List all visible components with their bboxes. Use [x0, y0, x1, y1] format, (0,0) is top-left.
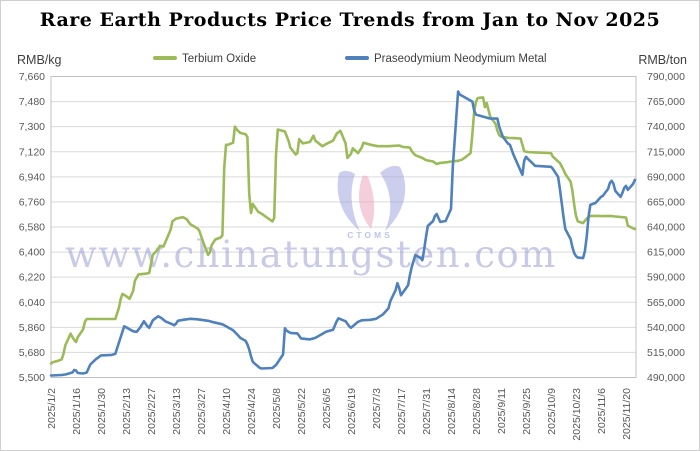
prnd-metal-line-swatch	[345, 56, 369, 60]
legend-label-prnd-metal: Praseodymium Neodymium Metal	[374, 53, 547, 65]
svg-text:2025/10/9: 2025/10/9	[546, 388, 558, 435]
svg-text:2025/2/13: 2025/2/13	[121, 388, 133, 435]
svg-text:715,000: 715,000	[647, 146, 685, 158]
svg-text:2025/7/31: 2025/7/31	[421, 388, 433, 435]
series-lines	[49, 90, 637, 377]
svg-text:6,040: 6,040	[19, 297, 45, 309]
svg-text:2025/3/27: 2025/3/27	[196, 388, 208, 435]
svg-text:2025/5/22: 2025/5/22	[296, 388, 308, 435]
svg-text:490,000: 490,000	[647, 372, 685, 384]
watermark-text: www.chinatungsten.com	[65, 233, 557, 276]
logo-right-swoosh	[380, 165, 406, 231]
terbium-oxide-line-swatch	[153, 56, 177, 60]
svg-text:740,000: 740,000	[647, 121, 685, 133]
legend-label-terbium-oxide: Terbium Oxide	[182, 53, 257, 65]
left-axis-unit: RMB/kg	[17, 53, 62, 67]
svg-text:615,000: 615,000	[647, 247, 685, 259]
svg-text:2025/1/30: 2025/1/30	[96, 388, 108, 435]
svg-text:2025/8/28: 2025/8/28	[471, 388, 483, 435]
logo-flame	[359, 175, 375, 229]
svg-text:5,860: 5,860	[19, 322, 45, 334]
svg-text:2025/1/16: 2025/1/16	[71, 388, 83, 435]
svg-text:690,000: 690,000	[647, 171, 685, 183]
svg-text:2025/7/3: 2025/7/3	[371, 388, 383, 429]
gridlines	[50, 76, 637, 378]
svg-text:2025/2/27: 2025/2/27	[146, 388, 158, 435]
svg-text:640,000: 640,000	[647, 222, 685, 234]
chart-title: Rare Earth Products Price Trends from Ja…	[39, 9, 661, 31]
right-axis-unit: RMB/ton	[638, 53, 687, 67]
svg-text:2025/3/13: 2025/3/13	[171, 388, 183, 435]
series-line-terbium-oxide	[49, 96, 637, 365]
x-axis-labels: 2025/1/2 2025/1/16 2025/1/30 2025/2/13 2025/…	[46, 388, 633, 441]
right-axis-labels: 790,000 765,000 740,000 715,000 690,000 665,0…	[647, 71, 685, 384]
svg-text:6,940: 6,940	[19, 171, 45, 183]
legend: Terbium Oxide Praseodymium Neodymium Met…	[1, 51, 699, 67]
svg-text:540,000: 540,000	[647, 322, 685, 334]
svg-text:765,000: 765,000	[647, 96, 685, 108]
watermark-logo-text: CTOMS	[347, 230, 393, 240]
svg-text:2025/9/25: 2025/9/25	[521, 388, 533, 435]
svg-text:515,000: 515,000	[647, 347, 685, 359]
svg-text:7,300: 7,300	[19, 121, 45, 133]
svg-text:6,220: 6,220	[19, 272, 45, 284]
left-axis-labels: 7,660 7,480 7,300 7,120 6,940 6,760 6,580 6,400…	[19, 71, 45, 384]
svg-text:5,500: 5,500	[19, 372, 45, 384]
svg-text:7,120: 7,120	[19, 146, 45, 158]
svg-text:2025/5/8: 2025/5/8	[271, 388, 283, 429]
svg-text:2025/6/5: 2025/6/5	[321, 388, 333, 429]
series-line-prnd-metal	[49, 90, 637, 377]
svg-text:2025/9/11: 2025/9/11	[496, 388, 508, 434]
svg-text:665,000: 665,000	[647, 196, 685, 208]
svg-text:2025/10/23: 2025/10/23	[571, 388, 583, 441]
svg-text:590,000: 590,000	[647, 272, 685, 284]
svg-text:2025/4/10: 2025/4/10	[221, 388, 233, 435]
svg-text:7,480: 7,480	[19, 96, 45, 108]
svg-text:565,000: 565,000	[647, 297, 685, 309]
watermark: CTOMS www.chinatungsten.com	[65, 165, 557, 276]
svg-text:7,660: 7,660	[19, 71, 45, 83]
svg-text:2025/6/19: 2025/6/19	[346, 388, 358, 435]
svg-text:2025/11/20: 2025/11/20	[621, 388, 633, 440]
svg-text:2025/4/24: 2025/4/24	[246, 388, 258, 435]
svg-text:2025/8/14: 2025/8/14	[446, 388, 458, 435]
legend-item-terbium-oxide: Terbium Oxide	[153, 51, 256, 67]
svg-text:2025/11/6: 2025/11/6	[596, 388, 608, 434]
svg-text:2025/1/2: 2025/1/2	[46, 388, 58, 429]
svg-text:5,680: 5,680	[19, 347, 45, 359]
logo-left-swoosh	[337, 170, 360, 231]
svg-text:6,760: 6,760	[19, 196, 45, 208]
watermark-logo: CTOMS	[337, 165, 406, 240]
svg-text:2025/7/17: 2025/7/17	[396, 388, 408, 435]
svg-text:6,400: 6,400	[19, 247, 45, 259]
legend-item-prnd-metal: Praseodymium Neodymium Metal	[345, 51, 547, 67]
svg-text:6,580: 6,580	[19, 222, 45, 234]
svg-text:790,000: 790,000	[647, 71, 685, 83]
